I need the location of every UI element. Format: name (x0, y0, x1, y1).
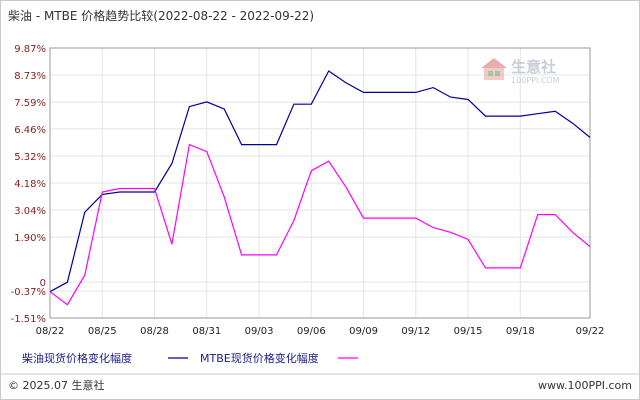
legend-label-mtbe: MTBE现货价格变化幅度 (200, 351, 319, 365)
x-tick-label: 09/09 (349, 326, 378, 337)
x-tick-label: 09/22 (576, 326, 605, 337)
y-tick-label: 6.46% (14, 125, 46, 136)
x-tick-label: 09/06 (297, 326, 326, 337)
footer-website: www.100PPI.com (538, 379, 632, 392)
house-icon (481, 58, 507, 80)
x-tick-label: 09/03 (245, 326, 274, 337)
legend-label-diesel: 柴油现货价格变化幅度 (22, 351, 132, 365)
x-tick-label: 09/18 (506, 326, 535, 337)
y-tick-label: 7.59% (14, 98, 46, 109)
watermark-logo: 生意社 100PPI.COM (481, 58, 560, 85)
y-tick-label: -0.37% (11, 287, 46, 298)
axis-layer (49, 47, 591, 319)
y-tick-label: 5.32% (14, 152, 46, 163)
chart-title: 柴油 - MTBE 价格趋势比较(2022-08-22 - 2022-09-22… (8, 8, 314, 23)
x-tick-label: 08/25 (88, 326, 117, 337)
watermark-url: 100PPI.COM (511, 76, 560, 85)
x-tick-label: 09/15 (454, 326, 483, 337)
footer-copyright: © 2025.07 生意社 (8, 378, 104, 392)
y-axis-ticks: 9.87% 8.73% 7.59% 6.46% 5.32% 4.18% 3.04% 1.90%… (11, 44, 46, 325)
x-tick-label: 09/12 (401, 326, 430, 337)
x-axis-ticks: 08/22 08/25 08/28 08/31 09/03 09/06 09/09 09/12… (36, 326, 605, 337)
series-layer (49, 70, 591, 306)
x-tick-label: 08/22 (36, 326, 65, 337)
series-line-mtbe (49, 143, 591, 306)
series-line-diesel (49, 70, 591, 293)
y-tick-label: 4.18% (14, 179, 46, 190)
y-tick-label: 1.90% (14, 233, 46, 244)
y-tick-label: 8.73% (14, 71, 46, 82)
y-tick-label: 3.04% (14, 206, 46, 217)
x-tick-label: 08/31 (192, 326, 221, 337)
y-tick-label: 0 (40, 278, 46, 289)
legend: 柴油现货价格变化幅度 MTBE现货价格变化幅度 (22, 351, 358, 365)
y-tick-label: 9.87% (14, 44, 46, 55)
watermark-brand: 生意社 (511, 58, 556, 76)
plot-area-border (49, 47, 591, 319)
x-tick-label: 08/28 (140, 326, 169, 337)
y-tick-label: -1.51% (11, 314, 46, 325)
